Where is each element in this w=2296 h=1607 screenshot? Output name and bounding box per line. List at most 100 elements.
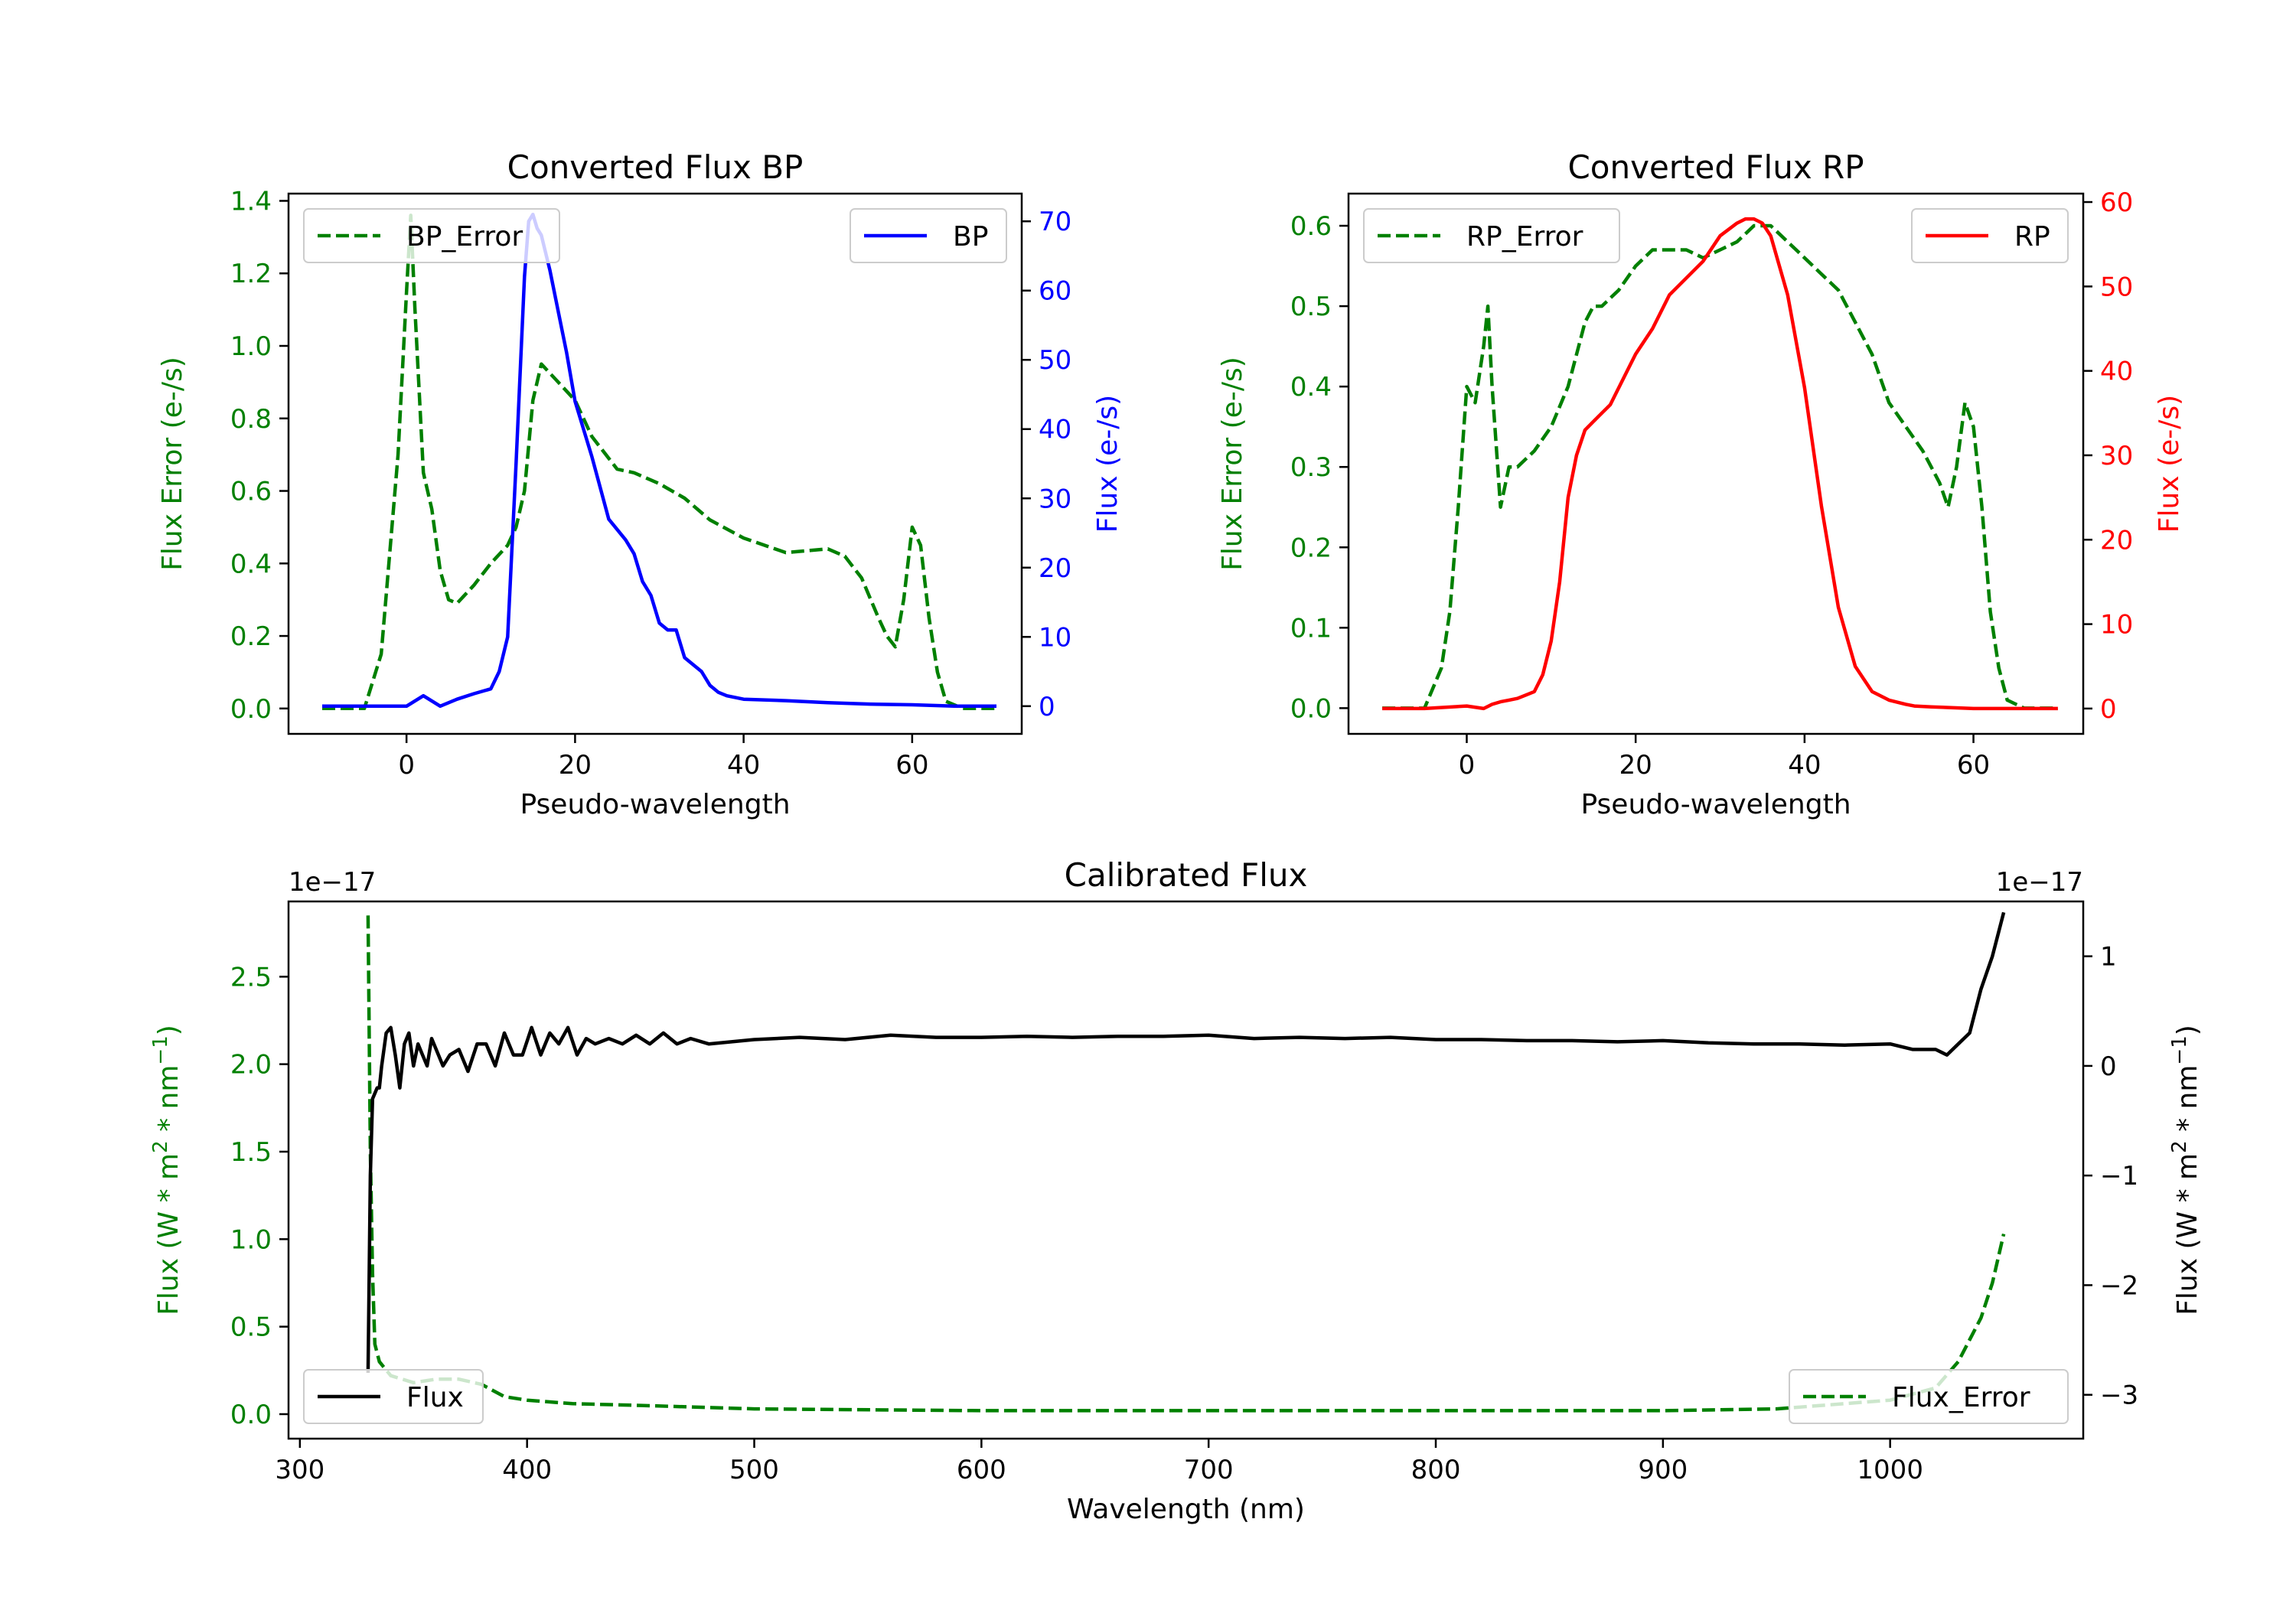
cal-y-axis-left-label-part: * nm: [153, 1065, 184, 1141]
bp-legend-bp-error: BP_Error: [303, 208, 560, 263]
cal-ytick-left-label: 0.5: [230, 1312, 272, 1343]
legend-box: [1789, 1369, 2069, 1424]
rp-xtick-label: 40: [1788, 750, 1821, 781]
cal-y-axis-left-label-part: 2: [149, 1140, 172, 1153]
legend-label: RP: [2014, 221, 2050, 253]
bp-y-axis-right-label: Flux (e-/s): [1092, 395, 1124, 533]
bp-ytick-right-label: 60: [1039, 276, 1071, 307]
cal-chart-title: Calibrated Flux: [1065, 856, 1308, 894]
cal-y-axis-right-label-part: −1: [2168, 1035, 2191, 1064]
rp-ytick-right-label: 10: [2100, 610, 2133, 641]
bp-xtick-label: 20: [559, 750, 592, 781]
rp-series-rp: [1382, 217, 2058, 711]
cal-ytick-left-label: 2.5: [230, 962, 272, 993]
rp-xtick-label: 20: [1619, 750, 1652, 781]
cal-xtick-label: 500: [729, 1455, 779, 1485]
bp-ytick-right-label: 50: [1039, 345, 1071, 376]
cal-y-axis-right-label-part: 2: [2168, 1140, 2191, 1153]
legend-label: Flux_Error: [1892, 1382, 2030, 1413]
cal-legend-flux: Flux: [303, 1369, 484, 1424]
bp-ytick-left-label: 0.6: [230, 477, 272, 507]
cal-ytick-right-label: 1: [2100, 942, 2117, 973]
bp-ytick-left-label: 0.4: [230, 549, 272, 579]
cal-ytick-left-label: 0.0: [230, 1400, 272, 1430]
chart-bp: 0 20 40 60 0.0 0.2 0.4 0.6 0.8 1.0 1.2 1.4 0 10 20 30 40…: [157, 148, 1124, 820]
bp-x-axis-label: Pseudo-wavelength: [520, 789, 790, 820]
bp-ytick-right-label: 70: [1039, 207, 1071, 237]
bp-series-bp: [322, 212, 996, 709]
rp-ytick-left-label: 0.3: [1290, 452, 1332, 483]
cal-y-axis-left-label: Flux (W * m2 * nm−1): [149, 1025, 184, 1315]
legend-box: [303, 1369, 484, 1424]
bp-ytick-left-label: 1.0: [230, 331, 272, 362]
cal-offset-left: 1e−17: [289, 867, 376, 898]
bp-axes-frame: [287, 192, 1023, 735]
bp-ytick-right-label: 40: [1039, 415, 1071, 445]
rp-y-axis-right-label: Flux (e-/s): [2154, 395, 2185, 533]
cal-xtick-label: 700: [1184, 1455, 1234, 1485]
cal-offset-right: 1e−17: [1996, 867, 2083, 898]
rp-ytick-left-label: 0.5: [1290, 292, 1332, 322]
rp-xtick-label: 60: [1957, 750, 1990, 781]
legend-box: [850, 208, 1007, 263]
legend-label: Flux: [406, 1382, 464, 1413]
cal-ytick-left-label: 1.0: [230, 1224, 272, 1255]
rp-ytick-right-label: 60: [2100, 187, 2133, 218]
bp-ytick-right-label: 30: [1039, 484, 1071, 514]
rp-chart-title: Converted Flux RP: [1567, 148, 1864, 186]
cal-y-axis-right-label-part: Flux (W * m: [2172, 1153, 2203, 1315]
legend-box: [1363, 208, 1620, 263]
cal-y-axis-left-label-part: ): [153, 1025, 184, 1035]
rp-ytick-left-label: 0.2: [1290, 533, 1332, 563]
bp-ytick-right-label: 10: [1039, 622, 1071, 653]
cal-x-axis-label: Wavelength (nm): [1067, 1494, 1305, 1525]
cal-ytick-right-label: −1: [2100, 1161, 2138, 1191]
rp-series-group: [1382, 217, 2058, 711]
cal-legend-flux-error: Flux_Error: [1789, 1369, 2069, 1424]
cal-xtick-label: 1000: [1857, 1455, 1923, 1485]
bp-ytick-left-label: 1.4: [230, 186, 272, 217]
bp-legend-bp: BP: [850, 208, 1007, 263]
cal-ytick-right-label: −3: [2100, 1380, 2138, 1411]
bp-ytick-left-label: 1.2: [230, 259, 272, 289]
legend-box: [303, 208, 560, 263]
cal-y-axis-left-label-part: Flux (W * m: [153, 1153, 184, 1315]
rp-xtick-label: 0: [1459, 750, 1476, 781]
rp-legend-rp-error: RP_Error: [1363, 208, 1620, 263]
bp-ytick-right-label: 0: [1039, 692, 1055, 722]
bp-series-group: [322, 212, 996, 711]
chart-rp: 0 20 40 60 0.0 0.1 0.2 0.3 0.4 0.5 0.6 0 10 20 30 40 50 6…: [1217, 148, 2185, 820]
rp-axes-frame: [1347, 192, 2085, 735]
legend-label: RP_Error: [1466, 221, 1583, 253]
cal-y-axis-right-label-part: * nm: [2172, 1065, 2203, 1141]
cal-ytick-left-label: 1.5: [230, 1137, 272, 1168]
bp-y-axis-left-label: Flux Error (e-/s): [157, 357, 188, 571]
cal-xtick-label: 900: [1638, 1455, 1688, 1485]
rp-ytick-left-label: 0.0: [1290, 693, 1332, 724]
rp-x-axis-label: Pseudo-wavelength: [1580, 789, 1851, 820]
cal-ytick-left-label: 2.0: [230, 1050, 272, 1081]
bp-ytick-left-label: 0.2: [230, 621, 272, 652]
rp-y-axis-left-label: Flux Error (e-/s): [1217, 357, 1248, 571]
rp-ytick-left-label: 0.4: [1290, 372, 1332, 403]
bp-xtick-label: 60: [895, 750, 928, 781]
cal-series-flux: [366, 911, 2006, 1374]
cal-y-axis-right-label: Flux (W * m2 * nm−1): [2168, 1025, 2203, 1315]
bp-ytick-left-label: 0.0: [230, 694, 272, 725]
rp-legend-rp: RP: [1911, 208, 2069, 263]
bp-chart-title: Converted Flux BP: [507, 148, 804, 186]
legend-label: BP: [953, 221, 988, 253]
legend-box: [1911, 208, 2069, 263]
rp-ytick-right-label: 20: [2100, 525, 2133, 556]
cal-xtick-label: 400: [502, 1455, 552, 1485]
bp-series-bp-error: [322, 214, 996, 711]
plots: 0 20 40 60 0.0 0.2 0.4 0.6 0.8 1.0 1.2 1.4 0 10 20 30 40…: [149, 148, 2203, 1525]
chart-cal: 300 400 500 600 700 800 900 1000 0.0 0.5 1.0 1.5 2.0…: [149, 856, 2203, 1525]
rp-ytick-right-label: 40: [2100, 357, 2133, 387]
rp-ytick-right-label: 50: [2100, 272, 2133, 302]
bp-ytick-left-label: 0.8: [230, 404, 272, 435]
rp-ytick-right-label: 30: [2100, 441, 2133, 471]
cal-y-axis-left-label-part: −1: [149, 1035, 172, 1064]
